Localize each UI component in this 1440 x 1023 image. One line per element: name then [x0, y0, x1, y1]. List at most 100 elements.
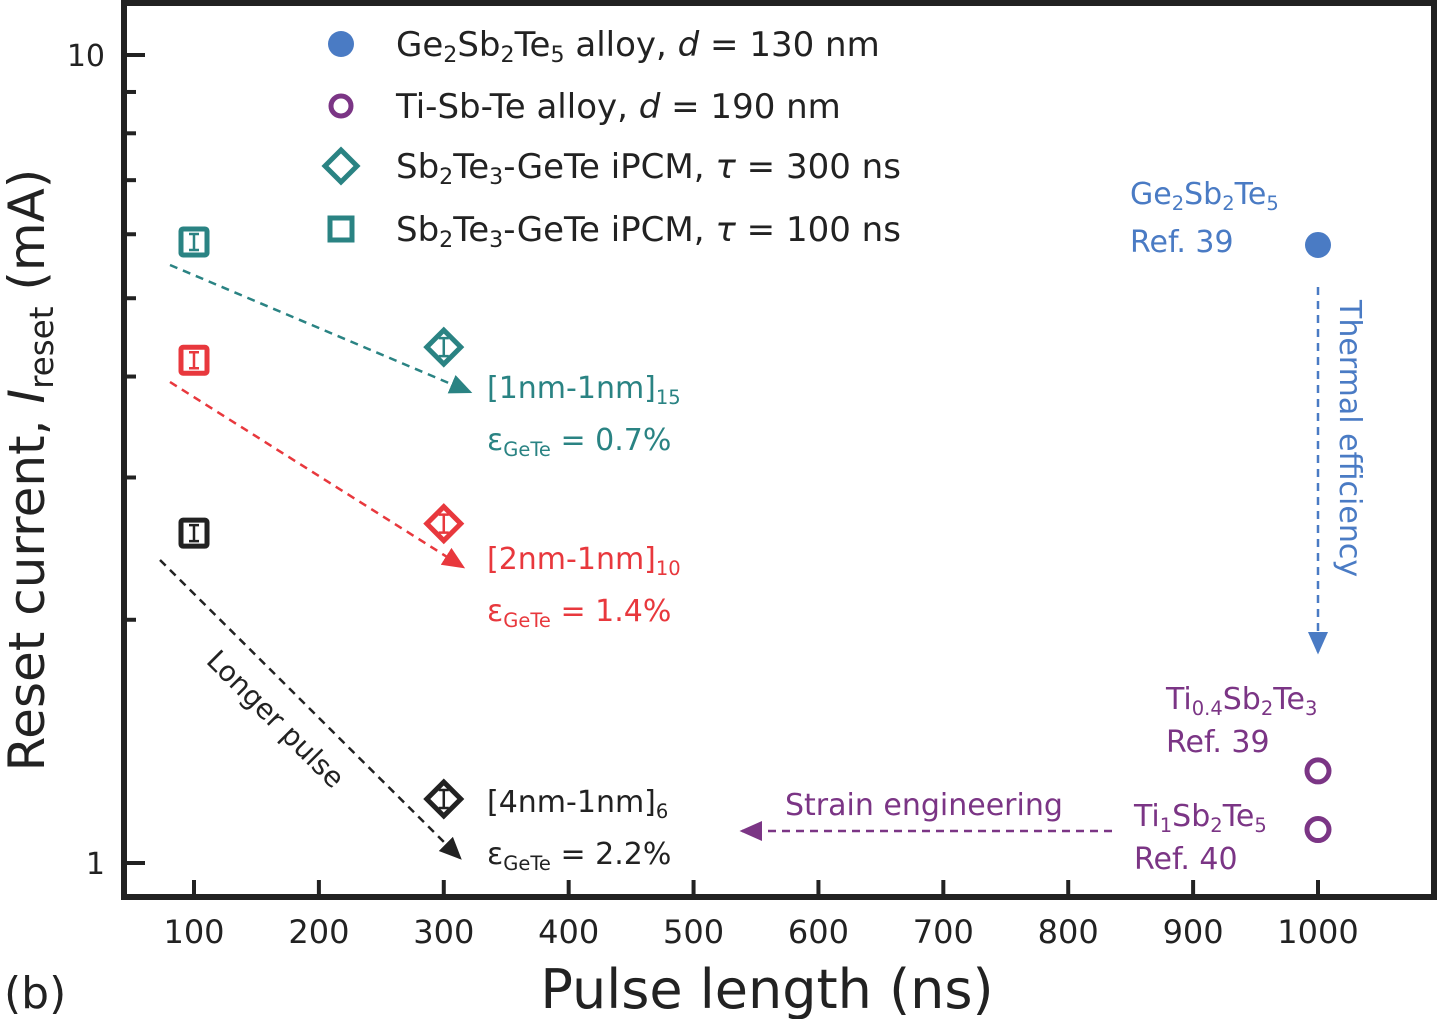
text-segment: Longer pulse: [200, 644, 351, 795]
open-circle-point: [1304, 816, 1332, 844]
x-tick-label: 400: [538, 913, 599, 951]
open-diamond-point: [423, 778, 465, 820]
text-segment: (mA): [0, 169, 56, 307]
text-segment: 2: [501, 42, 515, 68]
annotation-label: Ge2Sb2Te5: [1130, 177, 1279, 215]
text-segment: = 190 nm: [660, 87, 840, 127]
x-tick-label: 500: [663, 913, 724, 951]
text-segment: 6: [656, 800, 668, 823]
text-segment: GeTe: [503, 852, 551, 875]
text-segment: Reset current,: [0, 404, 56, 772]
text-segment: = 2.2%: [551, 837, 671, 872]
text-segment: 1: [1160, 814, 1172, 837]
annotation-label: εGeTe = 0.7%: [487, 423, 671, 461]
y-tick-label: 10: [67, 39, 105, 74]
text-segment: Te: [1272, 682, 1305, 717]
text-segment: Ref. 40: [1134, 842, 1238, 877]
annotation-label: [4nm-1nm]6: [487, 785, 668, 823]
text-segment: 10: [656, 557, 681, 580]
text-segment: ε: [487, 837, 503, 872]
text-segment: = 1.4%: [551, 594, 671, 629]
text-segment: [1nm-1nm]: [487, 371, 656, 406]
text-segment: 5: [550, 42, 564, 68]
legend-label: Sb2Te3-GeTe iPCM, τ = 300 ns: [396, 147, 901, 190]
panel-label: (b): [4, 968, 66, 1019]
diamond-marker: [423, 503, 465, 545]
annotation-label: [2nm-1nm]10: [487, 542, 681, 580]
text-segment: 5: [1254, 814, 1266, 837]
x-tick-label: 800: [1038, 913, 1099, 951]
text-segment: Ref. 39: [1130, 225, 1234, 260]
text-segment: Sb: [396, 147, 439, 187]
square-marker: [178, 344, 210, 376]
text-segment: Ti: [1133, 799, 1160, 834]
error-bar: [189, 232, 199, 252]
text-segment: ε: [487, 423, 503, 458]
annotation-label: Ref. 39: [1130, 225, 1234, 260]
text-segment: τ: [715, 210, 736, 250]
text-segment: Te: [1222, 799, 1255, 834]
text-segment: d: [678, 25, 700, 65]
text-segment: GeTe: [503, 438, 551, 461]
text-segment: Sb: [1172, 799, 1210, 834]
square-marker: [178, 517, 210, 549]
text-segment: 2: [1210, 814, 1222, 837]
open-square-point: [178, 344, 210, 376]
diamond-marker: [423, 326, 465, 368]
text-segment: reset: [23, 307, 61, 389]
x-axis-label: Pulse length (ns): [540, 958, 993, 1019]
text-segment: Sb: [1184, 177, 1222, 212]
x-tick-label: 900: [1163, 913, 1224, 951]
open-diamond-point: [423, 326, 465, 368]
legend-label: Ge2Sb2Te5 alloy, d = 130 nm: [396, 25, 880, 68]
text-segment: 0.4: [1192, 697, 1223, 720]
text-segment: [4nm-1nm]: [487, 785, 656, 820]
error-bar: [189, 523, 199, 543]
square-marker: [178, 226, 210, 258]
text-segment: Ti: [1165, 682, 1192, 717]
annotation-label: [1nm-1nm]15: [487, 371, 681, 409]
x-tick-label: 100: [163, 913, 224, 951]
text-segment: Ti-Sb-Te alloy,: [395, 87, 639, 127]
black-dashed-arrow: [159, 559, 462, 860]
text-segment: GeTe: [503, 609, 551, 632]
text-segment: d: [639, 87, 661, 127]
error-bar: [438, 513, 449, 534]
open-diamond-point: [423, 503, 465, 545]
annotation-label: Ti0.4Sb2Te3: [1165, 682, 1317, 720]
annotation-label: Longer pulse: [200, 644, 351, 795]
text-segment: = 0.7%: [551, 423, 671, 458]
text-segment: Sb: [457, 25, 500, 65]
red-dashed-arrow: [169, 380, 466, 569]
annotation-label: Ref. 40: [1134, 842, 1238, 877]
diamond-marker: [423, 778, 465, 820]
text-segment: Ge: [1130, 177, 1172, 212]
text-segment: 3: [489, 227, 503, 253]
text-segment: 2: [443, 42, 457, 68]
text-segment: ε: [487, 594, 503, 629]
text-segment: 2: [439, 164, 453, 190]
text-segment: = 130 nm: [699, 25, 879, 65]
filled-circle-point: [1305, 231, 1331, 258]
text-segment: 5: [1266, 192, 1278, 215]
text-segment: 2: [439, 227, 453, 253]
legend-open-circle-icon: [328, 93, 354, 119]
text-segment: = 100 ns: [736, 210, 901, 250]
annotation-label: Thermal efficiency: [1332, 299, 1367, 577]
text-segment: Ref. 39: [1166, 725, 1270, 760]
y-tick-label: 1: [86, 847, 105, 882]
text-segment: alloy,: [565, 25, 678, 65]
y-axis-label: Reset current, Ireset (mA): [0, 169, 61, 772]
text-segment: 3: [1305, 697, 1317, 720]
text-segment: Te: [1234, 177, 1267, 212]
text-segment: Thermal efficiency: [1332, 299, 1367, 577]
annotation-label: εGeTe = 2.2%: [487, 837, 671, 875]
legend-label: Sb2Te3-GeTe iPCM, τ = 100 ns: [396, 210, 901, 253]
text-segment: Te: [452, 210, 489, 250]
teal-dashed-arrow: [169, 263, 473, 394]
open-square-point: [178, 226, 210, 258]
error-bar: [438, 336, 449, 358]
legend-label: Ti-Sb-Te alloy, d = 190 nm: [395, 87, 841, 127]
x-tick-label: 300: [413, 913, 474, 951]
error-bar: [189, 351, 199, 370]
